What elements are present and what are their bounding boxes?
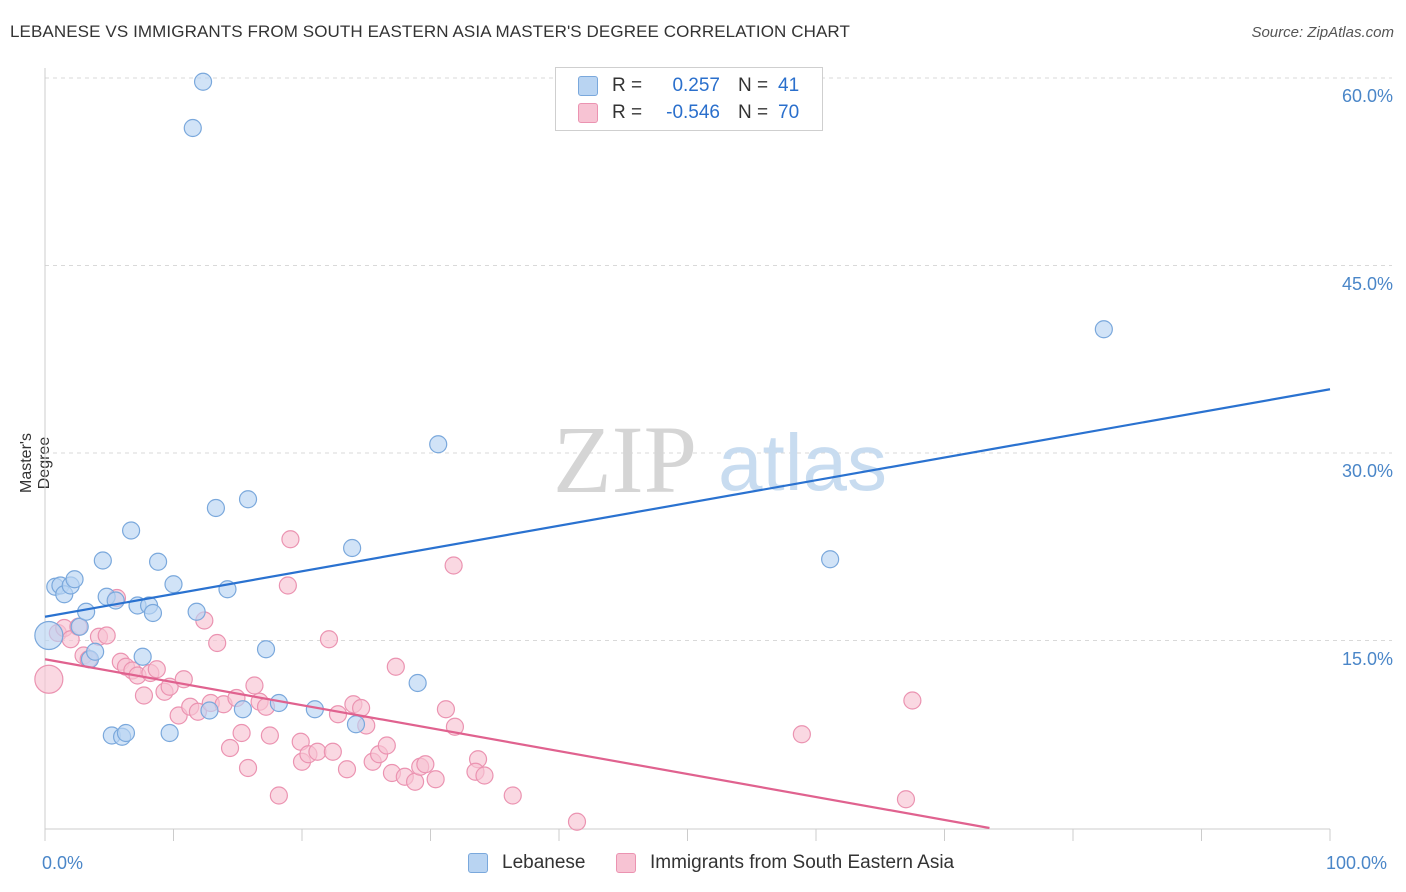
n-value: 41 <box>778 75 800 96</box>
lebanese-point <box>65 570 84 589</box>
immigrants-point <box>386 657 405 676</box>
lebanese-point <box>408 673 427 693</box>
n-label: N = <box>738 102 769 123</box>
immigrants-point <box>444 556 463 575</box>
trend-lines <box>44 388 1331 830</box>
y-tick-label: 30.0% <box>1341 461 1393 481</box>
lebanese-point <box>116 723 136 743</box>
immigrants-point <box>377 736 396 755</box>
y-tick-label: 45.0% <box>1341 273 1393 294</box>
lebanese-trend-line <box>44 388 1331 618</box>
lebanese-point <box>429 435 448 454</box>
immigrants-point <box>220 738 240 758</box>
lebanese-point <box>133 647 152 666</box>
immigrants-point <box>34 664 64 694</box>
legend-swatch-lebanese <box>578 76 598 96</box>
lebanese-point <box>206 498 226 518</box>
immigrants-point <box>328 705 348 724</box>
immigrants-point <box>238 758 258 778</box>
immigrants-point <box>903 691 922 710</box>
blue-points <box>34 72 1113 746</box>
lebanese-point <box>187 602 206 621</box>
legend-swatch-immigrants <box>616 853 636 873</box>
r-label: R = <box>612 75 643 96</box>
legend-item-lebanese[interactable]: Lebanese <box>468 852 585 874</box>
lebanese-point <box>238 490 258 509</box>
immigrants-point <box>269 786 288 805</box>
lebanese-point <box>143 603 163 623</box>
x-tick-label-max: 100.0% <box>1326 853 1388 873</box>
source-label: Source: ZipAtlas.com <box>1251 24 1394 41</box>
lebanese-point <box>343 538 362 558</box>
immigrants-point <box>245 676 264 695</box>
legend-swatch-immigrants <box>578 103 598 123</box>
legend-item-immigrants[interactable]: Immigrants from South Eastern Asia <box>616 852 954 874</box>
n-value: 70 <box>778 102 800 123</box>
watermark-zip: ZIP <box>553 406 697 513</box>
immigrants-point <box>319 630 339 649</box>
immigrants-point <box>232 723 251 743</box>
lebanese-point <box>346 715 366 734</box>
chart-title: LEBANESE VS IMMIGRANTS FROM SOUTH EASTER… <box>10 22 850 41</box>
lebanese-point <box>1094 320 1113 339</box>
lebanese-point <box>193 72 213 91</box>
lebanese-point <box>86 642 105 661</box>
lebanese-point <box>93 551 112 570</box>
immigrants-point <box>475 766 494 785</box>
immigrants-point <box>503 786 522 805</box>
legend-row-immigrants: R = -0.546 N = 70 <box>578 101 818 125</box>
lebanese-point <box>200 701 219 720</box>
legend-label-lebanese: Lebanese <box>502 852 586 873</box>
immigrants-point <box>134 686 154 705</box>
immigrants-point <box>896 790 916 809</box>
immigrants-point <box>281 530 300 549</box>
immigrants-point <box>208 633 227 653</box>
n-label: N = <box>738 75 769 96</box>
lebanese-point <box>121 521 141 540</box>
lebanese-point <box>164 575 183 594</box>
immigrants-point <box>416 755 435 774</box>
lebanese-point <box>77 602 96 621</box>
lebanese-point <box>148 552 168 571</box>
immigrants-point <box>436 700 456 719</box>
legend-swatch-lebanese <box>468 853 488 873</box>
immigrants-point <box>147 660 166 679</box>
lebanese-point <box>34 620 64 651</box>
immigrants-trend-line <box>44 658 990 830</box>
immigrants-point <box>260 726 279 745</box>
r-label: R = <box>612 102 643 123</box>
lebanese-point <box>256 640 276 659</box>
x-tick-label-min: 0.0% <box>42 853 84 873</box>
legend-row-lebanese: R = 0.257 N = 41 <box>578 74 818 98</box>
grid-lines <box>45 77 1392 641</box>
stats-legend: R = 0.257 N = 41 R = -0.546 N = 70 <box>555 67 823 131</box>
lebanese-point <box>106 591 125 610</box>
immigrants-point <box>278 576 297 595</box>
y-tick-label: 15.0% <box>1341 648 1393 669</box>
lebanese-point <box>233 700 252 719</box>
immigrants-point <box>97 626 116 645</box>
lebanese-point <box>183 118 202 138</box>
immigrants-point <box>337 760 357 779</box>
lebanese-point <box>160 723 179 743</box>
y-tick-label: 60.0% <box>1341 86 1393 106</box>
r-value: 0.257 <box>672 75 720 96</box>
legend-label-immigrants: Immigrants from South Eastern Asia <box>650 852 955 873</box>
immigrants-point <box>792 725 811 744</box>
series-legend: Lebanese Immigrants from South Eastern A… <box>0 852 1406 878</box>
r-value: -0.546 <box>666 102 720 123</box>
immigrants-point <box>308 742 327 761</box>
immigrants-point <box>426 770 445 789</box>
immigrants-point <box>567 812 587 831</box>
lebanese-point <box>70 617 89 636</box>
immigrants-point <box>323 742 342 761</box>
axes <box>44 68 1331 841</box>
lebanese-point <box>821 550 840 569</box>
